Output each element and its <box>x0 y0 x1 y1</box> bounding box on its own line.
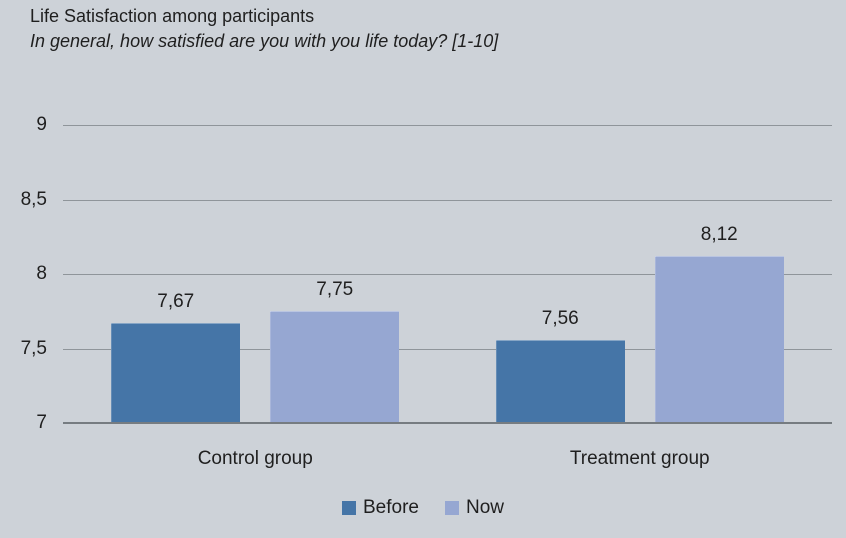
x-category-label-control-group: Control group <box>197 448 313 469</box>
gridline-8 <box>63 274 832 275</box>
legend-item-before: Before <box>342 496 419 520</box>
bar-now-control-group <box>270 311 400 423</box>
y-tick-label-7: 7 <box>36 412 47 433</box>
legend-label-before: Before <box>363 497 419 518</box>
bar-now-treatment-group <box>654 256 784 423</box>
x-axis-line <box>63 422 832 424</box>
legend: Before Now <box>0 496 846 520</box>
data-label-before-control-group: 7,67 <box>157 291 195 313</box>
bar-before-treatment-group <box>495 339 625 423</box>
y-tick-label-8-5: 8,5 <box>20 188 47 210</box>
y-tick-label-8: 8 <box>36 263 47 284</box>
legend-swatch-before <box>342 501 356 515</box>
gridline-8-5 <box>63 199 832 201</box>
legend-item-now: Now <box>444 496 504 520</box>
plot-area: 7,67 7,75 7,56 8,12 <box>63 125 832 424</box>
data-label-before-treatment-group: 7,56 <box>541 307 579 329</box>
data-label-now-control-group: 7,75 <box>316 279 354 301</box>
legend-label-now: Now <box>465 497 504 518</box>
y-tick-label-7-5: 7,5 <box>20 337 47 359</box>
data-label-now-treatment-group: 8,12 <box>700 224 738 246</box>
gridline-7-5 <box>63 348 832 350</box>
chart-title: Life Satisfaction among participants <box>30 6 315 26</box>
x-category-label-treatment-group: Treatment group <box>569 448 710 469</box>
chart-subtitle: In general, how satisfied are you with y… <box>30 31 499 51</box>
legend-swatch-now <box>444 501 459 515</box>
gridline-9 <box>63 125 832 126</box>
y-tick-label-9: 9 <box>36 114 47 135</box>
bar-before-control-group <box>111 323 241 423</box>
